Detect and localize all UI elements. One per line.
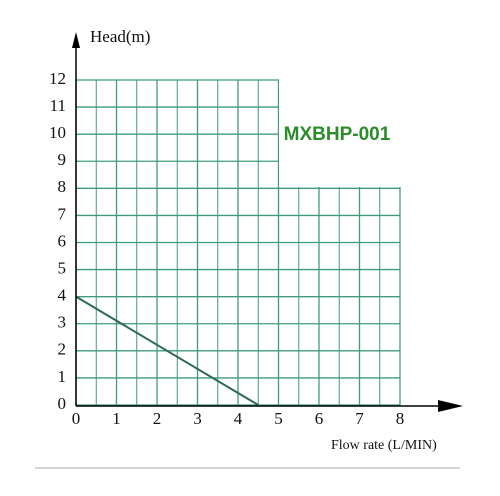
x-tick-label: 5 bbox=[274, 409, 283, 428]
y-tick-label: 4 bbox=[58, 286, 67, 305]
y-tick-label: 1 bbox=[58, 367, 67, 386]
y-tick-label: 9 bbox=[58, 150, 67, 169]
y-axis-title: Head(m) bbox=[90, 27, 150, 46]
model-label: MXBHP-001 bbox=[284, 124, 391, 145]
y-tick-label: 0 bbox=[58, 394, 67, 413]
x-tick-label: 8 bbox=[396, 409, 405, 428]
y-arrow bbox=[72, 32, 80, 48]
y-tick-label: 11 bbox=[50, 96, 66, 115]
plot bbox=[75, 295, 259, 406]
y-tick-label: 8 bbox=[58, 177, 67, 196]
y-tick-label: 2 bbox=[58, 340, 67, 359]
y-tick-label: 3 bbox=[58, 313, 67, 332]
x-tick-label: 4 bbox=[234, 409, 243, 428]
y-tick-label: 12 bbox=[49, 69, 66, 88]
x-tick-label: 7 bbox=[355, 409, 364, 428]
y-tick-label: 5 bbox=[58, 258, 67, 277]
x-tick-label: 6 bbox=[315, 409, 324, 428]
y-tick-label: 6 bbox=[58, 231, 67, 250]
x-tick-label: 2 bbox=[153, 409, 162, 428]
x-tick-label: 1 bbox=[112, 409, 121, 428]
y-tick-label: 7 bbox=[58, 204, 67, 223]
x-tick-label: 3 bbox=[193, 409, 202, 428]
label-area bbox=[279, 79, 403, 187]
x-axis-title: Flow rate (L/MIN) bbox=[331, 438, 437, 453]
y-tick-label: 10 bbox=[49, 123, 66, 142]
x-arrow bbox=[438, 400, 463, 412]
curve bbox=[75, 295, 259, 406]
x-tick-label: 0 bbox=[72, 409, 81, 428]
